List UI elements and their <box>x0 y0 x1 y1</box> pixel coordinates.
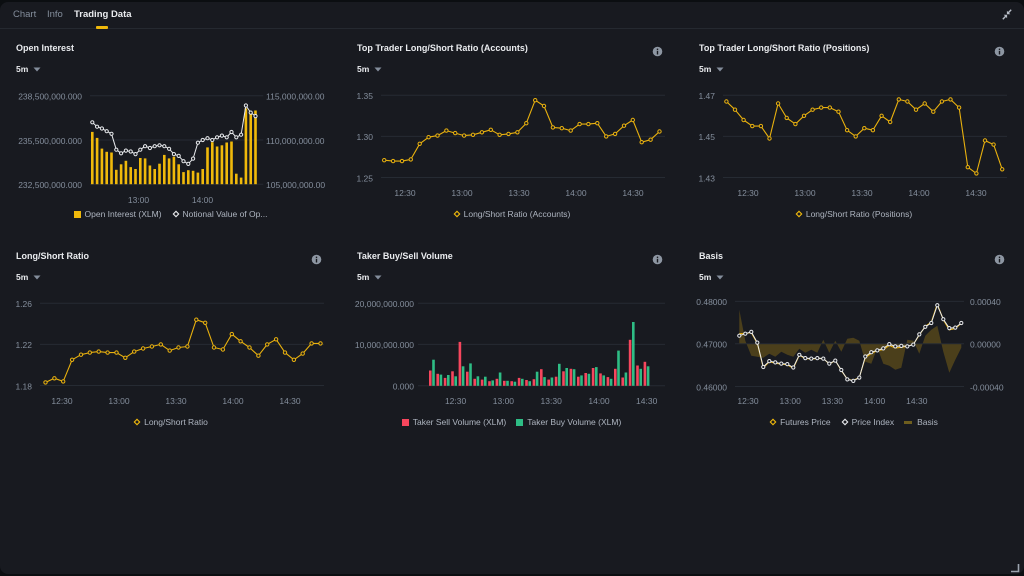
svg-text:115,000,000.00: 115,000,000.00 <box>266 92 325 102</box>
svg-text:13:00: 13:00 <box>128 195 150 205</box>
svg-text:0.00040: 0.00040 <box>970 297 1001 307</box>
svg-text:12:30: 12:30 <box>51 396 73 406</box>
svg-text:20,000,000.000: 20,000,000.000 <box>355 299 414 309</box>
svg-text:0.46000: 0.46000 <box>696 382 727 392</box>
svg-text:14:00: 14:00 <box>192 195 214 205</box>
svg-text:14:00: 14:00 <box>565 188 587 198</box>
svg-text:14:30: 14:30 <box>636 396 658 406</box>
svg-text:13:30: 13:30 <box>851 188 873 198</box>
svg-text:0.48000: 0.48000 <box>696 297 727 307</box>
svg-text:13:30: 13:30 <box>165 396 187 406</box>
svg-text:13:00: 13:00 <box>780 396 802 406</box>
svg-text:12:30: 12:30 <box>737 188 759 198</box>
svg-text:1.35: 1.35 <box>356 91 373 101</box>
svg-text:235,500,000.000: 235,500,000.000 <box>18 136 82 146</box>
svg-text:1.26: 1.26 <box>15 299 32 309</box>
svg-text:14:30: 14:30 <box>965 188 987 198</box>
svg-text:1.47: 1.47 <box>698 91 715 101</box>
svg-text:105,000,000.00: 105,000,000.00 <box>266 180 325 190</box>
svg-text:13:00: 13:00 <box>794 188 816 198</box>
svg-text:110,000,000.00: 110,000,000.00 <box>266 136 325 146</box>
svg-text:14:00: 14:00 <box>222 396 244 406</box>
svg-text:13:00: 13:00 <box>493 396 515 406</box>
svg-text:1.43: 1.43 <box>698 173 715 183</box>
svg-text:1.25: 1.25 <box>356 173 373 183</box>
svg-text:1.22: 1.22 <box>15 340 32 350</box>
svg-text:14:30: 14:30 <box>279 396 301 406</box>
svg-text:13:30: 13:30 <box>508 188 530 198</box>
svg-text:10,000,000.000: 10,000,000.000 <box>355 340 414 350</box>
svg-text:14:00: 14:00 <box>588 396 610 406</box>
svg-text:13:00: 13:00 <box>108 396 130 406</box>
svg-text:12:30: 12:30 <box>394 188 416 198</box>
svg-text:13:30: 13:30 <box>822 396 844 406</box>
svg-text:14:30: 14:30 <box>906 396 928 406</box>
svg-text:13:30: 13:30 <box>541 396 563 406</box>
svg-text:0.00000: 0.00000 <box>970 340 1001 350</box>
svg-text:14:00: 14:00 <box>864 396 886 406</box>
svg-text:238,500,000.000: 238,500,000.000 <box>18 92 82 102</box>
svg-text:1.30: 1.30 <box>356 132 373 142</box>
svg-text:1.18: 1.18 <box>15 381 32 391</box>
svg-text:232,500,000.000: 232,500,000.000 <box>18 180 82 190</box>
svg-text:12:30: 12:30 <box>737 396 759 406</box>
svg-text:0.47000: 0.47000 <box>696 340 727 350</box>
svg-text:0.000: 0.000 <box>393 382 415 392</box>
svg-text:12:30: 12:30 <box>445 396 467 406</box>
svg-text:13:00: 13:00 <box>451 188 473 198</box>
svg-text:1.45: 1.45 <box>698 132 715 142</box>
svg-text:14:30: 14:30 <box>622 188 644 198</box>
svg-text:14:00: 14:00 <box>908 188 930 198</box>
svg-text:-0.00040: -0.00040 <box>970 382 1004 392</box>
